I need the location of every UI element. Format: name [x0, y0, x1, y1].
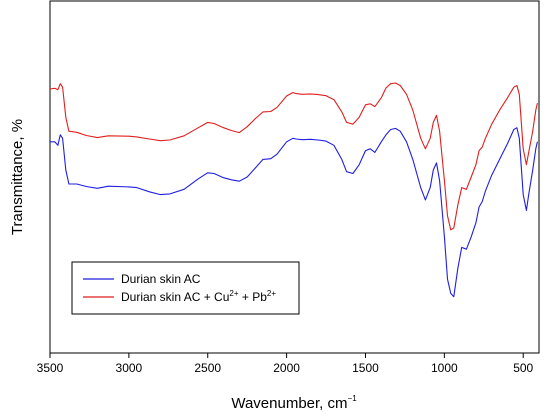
series-line-durian-skin-ac: [50, 127, 538, 298]
legend-box: [71, 261, 300, 315]
x-axis-ticks: 3500 3000 2500 2000 1500 1000 500: [37, 353, 534, 375]
legend-label-sup-1: 2+: [229, 289, 238, 298]
x-tick-label: 3000: [116, 361, 143, 375]
x-axis-title-exponent: −1: [348, 394, 358, 403]
legend-label-durian-skin-ac-cu-pb: Durian skin AC + Cu2+ + Pb2+: [121, 289, 276, 304]
legend-label-part-2: + Pb: [239, 290, 268, 304]
series-line-durian-skin-ac-cu-pb: [49, 82, 538, 231]
x-axis-title: Wavenumber, cm−1: [231, 394, 357, 412]
legend-label-sup-2: 2+: [267, 289, 276, 298]
x-tick-label: 3500: [37, 361, 64, 375]
series-group: [49, 82, 538, 298]
x-axis-title-main: Wavenumber, cm: [231, 395, 347, 412]
x-tick-label: 1500: [352, 361, 379, 375]
x-tick-label: 2500: [194, 361, 221, 375]
plot-frame: [49, 0, 540, 354]
x-tick-label: 1000: [431, 361, 458, 375]
legend-label-durian-skin-ac: Durian skin AC: [121, 272, 201, 286]
x-tick-label: 500: [513, 361, 533, 375]
legend: Durian skin AC Durian skin AC + Cu2+ + P…: [71, 261, 300, 315]
x-tick-label: 2000: [273, 361, 300, 375]
legend-label-part-1: Durian skin AC + Cu: [121, 290, 229, 304]
y-axis-title: Transmittance, %: [9, 119, 26, 235]
